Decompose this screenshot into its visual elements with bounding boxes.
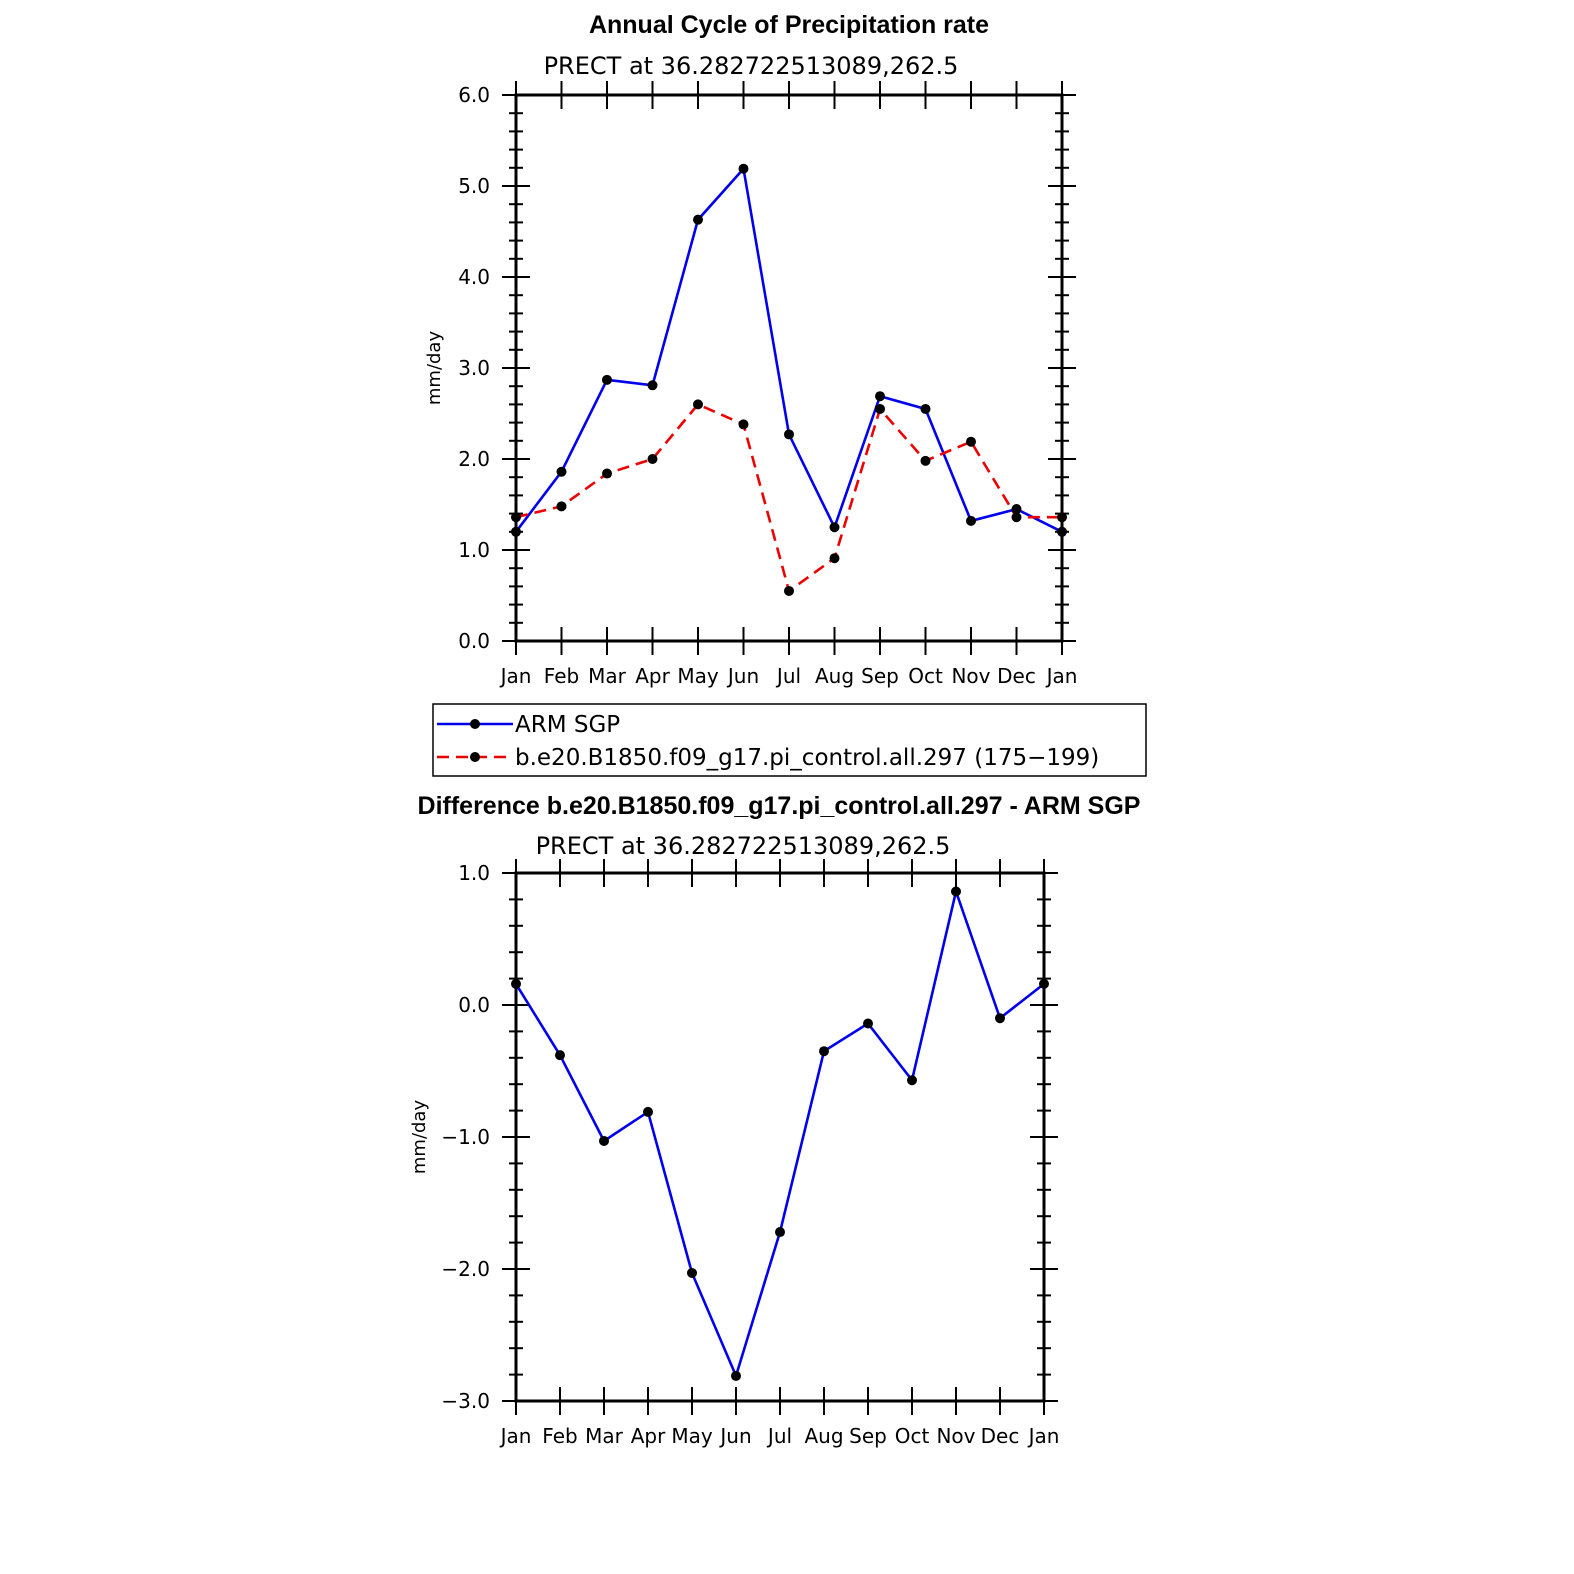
x-tick-label: Jul <box>766 1424 792 1448</box>
y-tick-label: 5.0 <box>458 174 490 198</box>
x-tick-label: Apr <box>631 1424 666 1448</box>
legend: ARM SGP b.e20.B1850.f09_g17.pi_control.al… <box>432 703 1147 777</box>
data-point <box>1057 526 1067 537</box>
data-point <box>907 1075 917 1086</box>
legend-label-1: b.e20.B1850.f09_g17.pi_control.all.297 (… <box>515 745 1099 771</box>
data-point <box>693 214 703 225</box>
x-tick-label: Feb <box>542 1424 577 1448</box>
data-point <box>966 436 976 447</box>
y-tick-label: 1.0 <box>458 538 490 562</box>
x-tick-label: Jul <box>775 664 801 688</box>
y-tick-label: 1.0 <box>458 861 490 885</box>
x-tick-label: Jun <box>718 1424 751 1448</box>
annual-cycle-chart: Annual Cycle of Precipitation rate PRECT … <box>424 11 1077 688</box>
x-tick-label: Dec <box>981 1424 1020 1448</box>
data-point <box>829 553 840 564</box>
y-tick-label: −3.0 <box>441 1389 490 1413</box>
data-point <box>1011 504 1022 515</box>
legend-label-0: ARM SGP <box>515 712 620 738</box>
data-point <box>556 501 567 512</box>
x-tick-label: Oct <box>895 1424 930 1448</box>
plot-frame <box>514 871 1046 1403</box>
data-point <box>875 403 885 414</box>
data-point <box>738 163 749 174</box>
y-axis-label: mm/day <box>424 331 445 406</box>
x-tick-label: Dec <box>997 664 1036 688</box>
data-point <box>555 1050 565 1061</box>
y-tick-label: 4.0 <box>458 265 490 289</box>
data-point <box>731 1370 741 1381</box>
data-point <box>647 454 658 464</box>
legend-marker-0 <box>470 719 480 729</box>
x-tick-label: May <box>671 1424 713 1448</box>
y-tick-label: 3.0 <box>458 356 490 380</box>
data-point <box>1011 512 1022 523</box>
data-point <box>738 419 749 430</box>
legend-box <box>432 703 1147 777</box>
y-tick-label: −1.0 <box>441 1125 490 1149</box>
x-tick-label: Jan <box>1045 664 1078 688</box>
x-tick-label: Feb <box>544 664 579 688</box>
chart-title: Difference b.e20.B1850.f09_g17.pi_contro… <box>418 792 1141 820</box>
x-tick-label: Aug <box>804 1424 843 1448</box>
x-tick-label: Aug <box>815 664 854 688</box>
data-point <box>693 399 703 410</box>
chart-title: Annual Cycle of Precipitation rate <box>589 11 989 39</box>
data-point <box>775 1227 785 1238</box>
data-point <box>556 466 567 477</box>
data-point <box>602 468 612 479</box>
data-point <box>951 886 961 897</box>
x-tick-label: Jun <box>726 664 759 688</box>
legend-marker-1 <box>470 752 480 762</box>
y-tick-label: 0.0 <box>458 993 490 1017</box>
data-point <box>784 429 794 440</box>
x-tick-label: Sep <box>861 664 899 688</box>
x-tick-label: Apr <box>635 664 670 688</box>
series-line-0 <box>514 165 1063 533</box>
data-point <box>784 585 794 596</box>
data-point <box>920 403 931 414</box>
data-point <box>863 1018 873 1029</box>
series-line-0 <box>514 886 1045 1380</box>
x-tick-label: Mar <box>588 664 627 688</box>
chart-subtitle: PRECT at 36.282722513089,262.5 <box>536 832 951 860</box>
data-point <box>602 374 612 385</box>
data-point <box>647 380 658 391</box>
data-point <box>1039 978 1049 989</box>
data-point <box>875 391 885 402</box>
x-tick-label: Jan <box>499 664 532 688</box>
data-point <box>819 1046 829 1057</box>
plot-frame <box>514 93 1064 643</box>
y-axis-label: mm/day <box>409 1100 430 1175</box>
x-tick-label: Nov <box>936 1424 975 1448</box>
y-tick-label: 6.0 <box>458 83 490 107</box>
data-point <box>511 512 521 523</box>
data-point <box>1057 512 1067 523</box>
x-tick-label: Jan <box>1027 1424 1060 1448</box>
x-tick-label: Nov <box>951 664 990 688</box>
data-point <box>599 1135 609 1146</box>
chart-subtitle: PRECT at 36.282722513089,262.5 <box>544 52 959 80</box>
y-tick-label: 2.0 <box>458 447 490 471</box>
data-point <box>920 455 931 466</box>
data-point <box>687 1267 697 1278</box>
x-tick-label: May <box>677 664 719 688</box>
data-point <box>829 522 840 533</box>
data-point <box>643 1106 653 1117</box>
x-tick-label: Oct <box>908 664 943 688</box>
difference-chart: Difference b.e20.B1850.f09_g17.pi_contro… <box>409 792 1140 1448</box>
y-tick-label: −2.0 <box>441 1257 490 1281</box>
x-tick-label: Mar <box>585 1424 624 1448</box>
x-tick-label: Sep <box>849 1424 887 1448</box>
data-point <box>511 978 521 989</box>
y-tick-label: 0.0 <box>458 629 490 653</box>
data-point <box>995 1013 1005 1024</box>
data-point <box>966 515 976 526</box>
data-point <box>511 526 521 537</box>
x-tick-label: Jan <box>499 1424 532 1448</box>
